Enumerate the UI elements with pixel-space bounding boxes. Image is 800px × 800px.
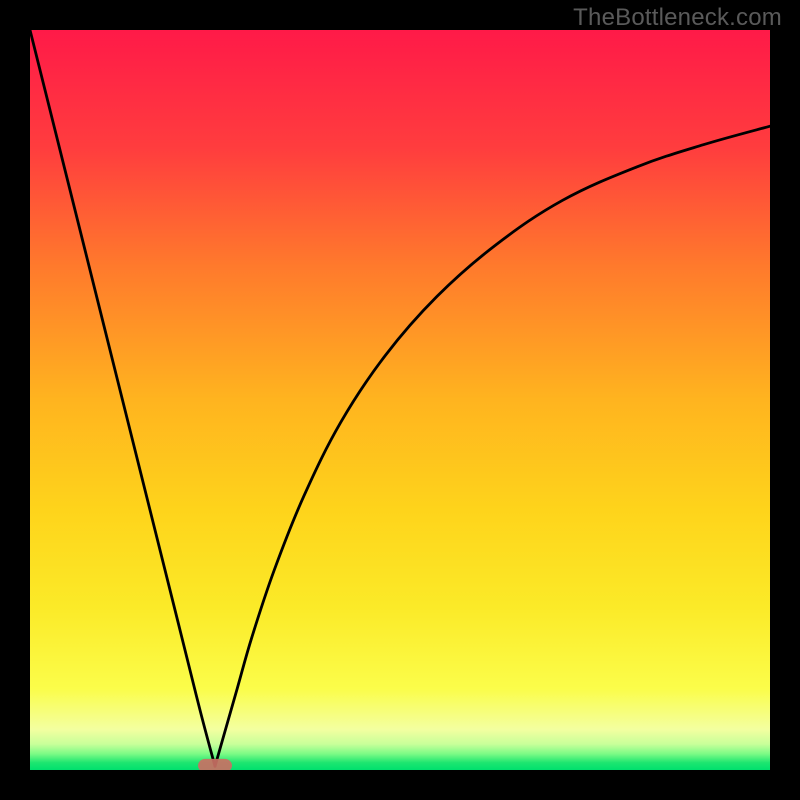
chart-frame: TheBottleneck.com xyxy=(0,0,800,800)
minimum-marker xyxy=(198,759,232,770)
plot-area xyxy=(30,30,770,770)
gradient-background xyxy=(30,30,770,770)
plot-svg xyxy=(30,30,770,770)
watermark-text: TheBottleneck.com xyxy=(573,4,782,32)
